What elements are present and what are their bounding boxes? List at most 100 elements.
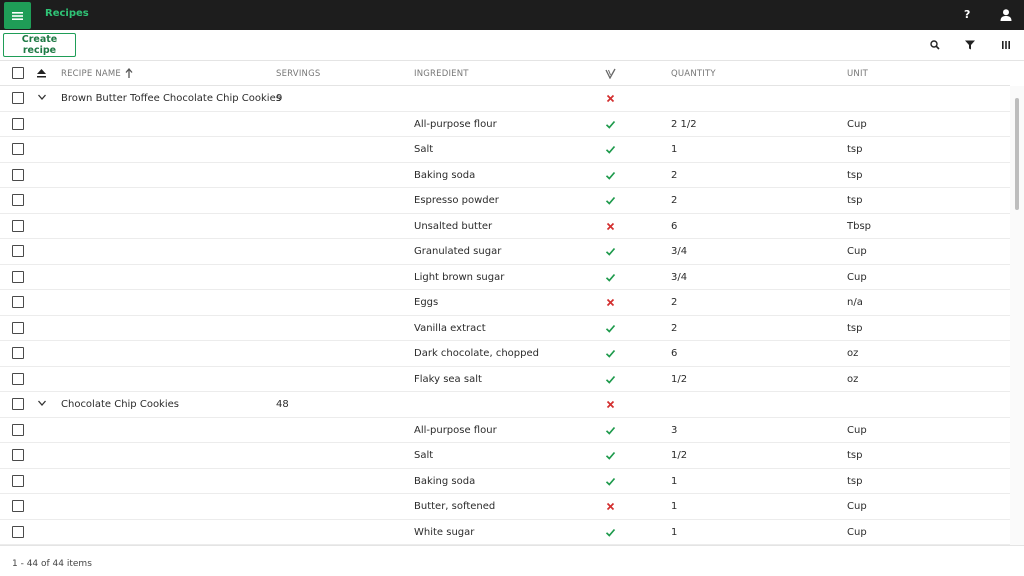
row-checkbox[interactable] bbox=[12, 245, 24, 257]
ingredient-name: All-purpose flour bbox=[414, 118, 497, 130]
servings-value: 9 bbox=[276, 93, 283, 104]
row-checkbox[interactable] bbox=[12, 219, 24, 232]
columns-icon[interactable] bbox=[1000, 39, 1012, 51]
row-checkbox[interactable] bbox=[12, 270, 24, 283]
row-checkbox[interactable] bbox=[12, 398, 24, 410]
validation-status-icon[interactable] bbox=[605, 68, 616, 79]
row-checkbox[interactable] bbox=[12, 143, 24, 155]
search-icon[interactable] bbox=[929, 39, 941, 51]
cross-icon bbox=[606, 298, 615, 307]
ingredient-name: Salt bbox=[414, 144, 434, 155]
sort-ascending-icon[interactable] bbox=[125, 68, 133, 79]
cross-icon bbox=[606, 222, 615, 230]
scrollbar-thumb[interactable] bbox=[1015, 98, 1019, 210]
unit-value: Cup bbox=[847, 271, 867, 283]
recipe-group-row[interactable]: Brown Butter Toffee Chocolate Chip Cooki… bbox=[0, 86, 1010, 112]
ingredient-row[interactable]: Espresso powder 2 tsp bbox=[0, 188, 1010, 214]
quantity-value: 6 bbox=[671, 220, 678, 232]
row-checkbox[interactable] bbox=[12, 423, 24, 436]
row-checkbox[interactable] bbox=[12, 194, 24, 206]
quantity-value: 2 bbox=[671, 297, 678, 308]
filter-icon[interactable] bbox=[964, 39, 976, 51]
scrollbar-track[interactable] bbox=[1010, 86, 1024, 545]
row-checkbox[interactable] bbox=[12, 92, 24, 104]
recipe-group-row[interactable]: Chocolate Chip Cookies 48 bbox=[0, 392, 1010, 418]
column-header-ingredient[interactable]: INGREDIENT bbox=[414, 69, 469, 79]
check-icon bbox=[605, 120, 616, 129]
hamburger-menu-button[interactable] bbox=[4, 2, 31, 29]
ingredient-row[interactable]: Butter, softened 1 Cup bbox=[0, 494, 1010, 520]
ingredient-row[interactable]: Flaky sea salt 1/2 oz bbox=[0, 367, 1010, 392]
check-icon bbox=[605, 171, 616, 180]
quantity-value: 3 bbox=[671, 424, 678, 436]
ingredient-name: Salt bbox=[414, 450, 434, 461]
quantity-value: 2 bbox=[671, 169, 678, 181]
top-bar: Recipes ? bbox=[0, 0, 1024, 30]
quantity-value: 1/2 bbox=[671, 450, 688, 461]
check-icon bbox=[605, 528, 616, 537]
unit-value: Cup bbox=[847, 118, 867, 130]
column-header-recipe-name[interactable]: RECIPE NAME bbox=[61, 69, 121, 79]
user-icon[interactable] bbox=[999, 8, 1013, 22]
ingredient-name: Baking soda bbox=[414, 475, 476, 487]
unit-value: tsp bbox=[847, 169, 863, 181]
quantity-value: 1 bbox=[671, 501, 678, 512]
ingredient-row[interactable]: Granulated sugar 3/4 Cup bbox=[0, 239, 1010, 265]
ingredient-row[interactable]: Salt 1/2 tsp bbox=[0, 443, 1010, 469]
row-checkbox[interactable] bbox=[12, 168, 24, 181]
ingredient-name: Butter, softened bbox=[414, 501, 496, 512]
row-checkbox[interactable] bbox=[12, 525, 24, 538]
cross-icon bbox=[606, 94, 615, 103]
unit-value: Cup bbox=[847, 526, 867, 538]
expand-collapse-all-icon[interactable] bbox=[36, 68, 47, 79]
quantity-value: 1 bbox=[671, 144, 678, 155]
ingredient-name: Flaky sea salt bbox=[414, 373, 482, 385]
ingredient-name: Espresso powder bbox=[414, 195, 499, 206]
unit-value: Cup bbox=[847, 501, 867, 512]
ingredient-row[interactable]: Vanilla extract 2 tsp bbox=[0, 316, 1010, 341]
row-checkbox[interactable] bbox=[12, 117, 24, 130]
chevron-down-icon[interactable] bbox=[37, 92, 47, 102]
ingredient-row[interactable]: Baking soda 2 tsp bbox=[0, 163, 1010, 188]
cross-icon bbox=[606, 400, 615, 409]
chevron-down-icon[interactable] bbox=[37, 398, 47, 408]
unit-value: oz bbox=[847, 373, 859, 385]
ingredient-name: Vanilla extract bbox=[414, 322, 486, 334]
unit-value: n/a bbox=[847, 297, 863, 308]
check-icon bbox=[605, 375, 616, 384]
select-all-checkbox[interactable] bbox=[12, 67, 24, 79]
check-icon bbox=[605, 477, 616, 486]
unit-value: tsp bbox=[847, 450, 863, 461]
ingredient-row[interactable]: Baking soda 1 tsp bbox=[0, 469, 1010, 494]
ingredient-row[interactable]: All-purpose flour 2 1/2 Cup bbox=[0, 112, 1010, 137]
column-header-servings[interactable]: SERVINGS bbox=[276, 69, 321, 79]
ingredient-row[interactable]: Light brown sugar 3/4 Cup bbox=[0, 265, 1010, 290]
row-checkbox[interactable] bbox=[12, 449, 24, 461]
help-icon[interactable]: ? bbox=[964, 8, 971, 21]
row-checkbox[interactable] bbox=[12, 372, 24, 385]
ingredient-name: All-purpose flour bbox=[414, 424, 497, 436]
check-icon bbox=[605, 324, 616, 333]
create-recipe-button[interactable]: Create recipe bbox=[3, 33, 76, 57]
row-checkbox[interactable] bbox=[12, 347, 24, 359]
check-icon bbox=[605, 349, 616, 358]
ingredient-row[interactable]: All-purpose flour 3 Cup bbox=[0, 418, 1010, 443]
ingredient-row[interactable]: Unsalted butter 6 Tbsp bbox=[0, 214, 1010, 239]
unit-value: oz bbox=[847, 348, 859, 359]
ingredient-row[interactable]: Dark chocolate, chopped 6 oz bbox=[0, 341, 1010, 367]
ingredient-row[interactable]: Salt 1 tsp bbox=[0, 137, 1010, 163]
row-checkbox[interactable] bbox=[12, 500, 24, 512]
ingredient-row[interactable]: White sugar 1 Cup bbox=[0, 520, 1010, 545]
table-footer: 1 - 44 of 44 items bbox=[0, 545, 1024, 576]
ingredient-row[interactable]: Eggs 2 n/a bbox=[0, 290, 1010, 316]
check-icon bbox=[605, 247, 616, 256]
row-checkbox[interactable] bbox=[12, 474, 24, 487]
check-icon bbox=[605, 145, 616, 154]
app-title: Recipes bbox=[45, 8, 89, 19]
row-checkbox[interactable] bbox=[12, 321, 24, 334]
quantity-value: 6 bbox=[671, 348, 678, 359]
column-header-unit[interactable]: UNIT bbox=[847, 69, 869, 79]
column-header-quantity[interactable]: QUANTITY bbox=[671, 69, 716, 79]
check-icon bbox=[605, 196, 616, 205]
row-checkbox[interactable] bbox=[12, 296, 24, 308]
